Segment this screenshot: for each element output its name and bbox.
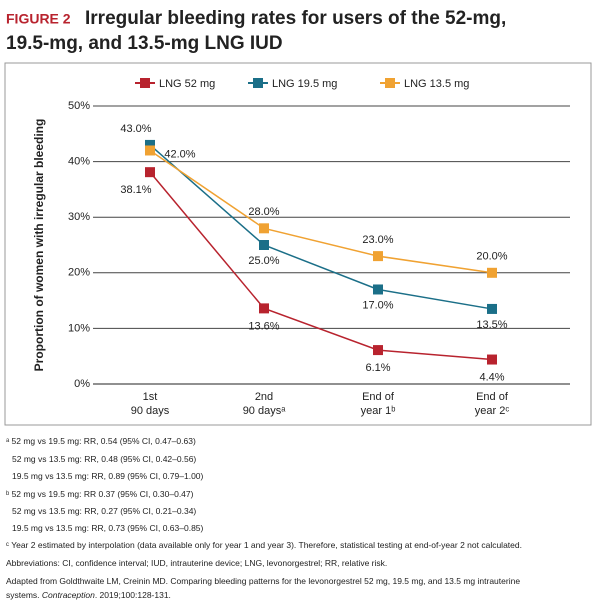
x-tick-label: 90 days (131, 405, 170, 417)
legend-swatch (385, 78, 395, 88)
data-label: 38.1% (120, 184, 151, 196)
point (259, 240, 269, 250)
legend-swatch (253, 78, 263, 88)
figure-label: FIGURE 2 (6, 11, 71, 27)
abbreviations: Abbreviations: CI, confidence interval; … (6, 558, 388, 568)
source: systems. Contraception. 2019;100:128-131… (6, 590, 171, 600)
y-tick-label: 10% (68, 322, 90, 334)
point (487, 354, 497, 365)
point (145, 167, 155, 178)
data-label: 13.5% (476, 319, 507, 331)
footnote: 19.5 mg vs 13.5 mg: RR, 0.73 (95% CI, 0.… (12, 523, 204, 533)
series-line (149, 144, 493, 310)
point (145, 139, 155, 150)
point (373, 284, 383, 295)
point (487, 303, 497, 314)
y-tick-label: 20% (68, 267, 90, 279)
x-tick-label: End of (362, 391, 395, 403)
series-line (149, 171, 493, 361)
x-tick-label: 90 daysᵃ (243, 405, 287, 417)
legend-label: LNG 13.5 mg (404, 78, 469, 90)
data-label: 25.0% (248, 255, 279, 267)
data-label: 4.4% (479, 371, 504, 383)
point (259, 223, 269, 234)
footnote: ᵇ 52 mg vs 19.5 mg: RR 0.37 (95% CI, 0.3… (6, 489, 194, 499)
point (373, 251, 383, 262)
data-label: 28.0% (248, 206, 279, 218)
chart: FIGURE 2 Irregular bleeding rates for us… (4, 8, 592, 426)
point (145, 145, 155, 156)
data-label: 20.0% (476, 251, 507, 263)
data-label: 42.0% (164, 148, 195, 160)
source: Adapted from Goldthwaite LM, Creinin MD.… (6, 576, 521, 586)
point (487, 267, 497, 278)
x-tick-label: year 1ᵇ (361, 405, 396, 417)
y-tick-label: 0% (74, 378, 90, 390)
source-part: systems. (6, 590, 42, 600)
x-tick-label: End of (476, 391, 509, 403)
data-label: 13.6% (248, 320, 279, 332)
footnote: 52 mg vs 13.5 mg: RR, 0.48 (95% CI, 0.42… (12, 454, 197, 464)
footnote: ᶜ Year 2 estimated by interpolation (dat… (6, 540, 522, 550)
data-label: 17.0% (362, 299, 393, 311)
footnote: 52 mg vs 13.5 mg: RR, 0.27 (95% CI, 0.21… (12, 506, 197, 516)
chart-title: 19.5-mg, and 13.5-mg LNG IUD (6, 33, 283, 54)
y-axis-label: Proportion of women with irregular bleed… (32, 119, 46, 372)
legend-label: LNG 52 mg (159, 78, 215, 90)
y-tick-label: 30% (68, 211, 90, 223)
x-tick-label: 1st (143, 391, 158, 403)
footnote: ᵃ 52 mg vs 19.5 mg: RR, 0.54 (95% CI, 0.… (6, 436, 196, 446)
point (259, 303, 269, 314)
series-line (149, 149, 493, 274)
data-label: 43.0% (120, 123, 151, 135)
x-tick-label: 2nd (255, 391, 273, 403)
legend-swatch (140, 78, 150, 88)
data-label: 23.0% (362, 234, 393, 246)
chart-title: Irregular bleeding rates for users of th… (85, 8, 506, 29)
x-tick-label: year 2ᶜ (475, 405, 510, 417)
frame (4, 62, 592, 426)
legend-label: LNG 19.5 mg (272, 78, 337, 90)
source-part: . 2019;100:128-131. (94, 590, 171, 600)
source-part: Contraception (41, 590, 95, 600)
y-tick-label: 50% (68, 100, 90, 112)
y-tick-label: 40% (68, 156, 90, 168)
footnote: 19.5 mg vs 13.5 mg: RR, 0.89 (95% CI, 0.… (12, 471, 204, 481)
data-label: 6.1% (365, 362, 390, 374)
point (373, 345, 383, 356)
